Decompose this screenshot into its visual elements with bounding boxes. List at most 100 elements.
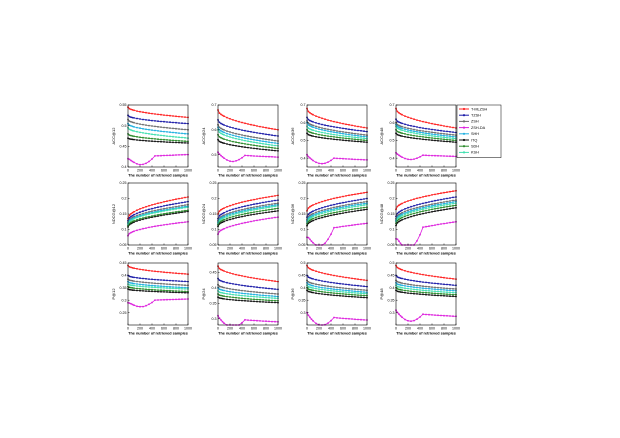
data-point-itq-550 (428, 139, 430, 141)
data-point-shh-550 (250, 293, 252, 296)
data-point-ksh-900 (449, 291, 451, 294)
data-point-zsh-da-100 (312, 241, 314, 244)
data-point-tzsh-25 (128, 216, 131, 219)
data-point-zsh-750 (440, 132, 442, 135)
data-point-t-mlzsh-350 (327, 199, 329, 201)
data-point-itq-550 (160, 290, 162, 293)
data-point-ksh-950 (274, 144, 276, 147)
data-point-zsh-da-300 (324, 162, 326, 165)
y-tick-label: 0.4 (301, 286, 306, 290)
data-point-sdh-300 (235, 296, 237, 299)
data-point-t-mlzsh-700 (169, 114, 171, 117)
data-point-zsh-250 (321, 284, 323, 287)
data-point-ksh-750 (262, 207, 264, 210)
data-point-zsh-da-700 (348, 158, 350, 160)
legend-label-tzsh: TZSH (471, 114, 481, 118)
data-point-tzsh-200 (318, 279, 320, 282)
data-point-itq-950 (184, 142, 186, 144)
data-point-itq-250 (232, 144, 234, 147)
data-point-t-mlzsh-200 (407, 116, 409, 119)
data-point-itq-300 (235, 144, 237, 147)
data-point-tzsh-850 (178, 280, 180, 282)
data-point-sdh-100 (312, 217, 314, 220)
data-point-tzsh-50 (398, 121, 400, 123)
data-point-sdh-900 (271, 146, 273, 149)
data-point-itq-900 (449, 207, 451, 210)
data-point-sdh-150 (226, 295, 228, 298)
data-point-sdh-200 (139, 287, 141, 290)
data-point-t-mlzsh-200 (407, 270, 409, 273)
data-point-sdh-800 (175, 139, 177, 142)
data-point-ksh-200 (229, 214, 231, 217)
y-axis-label: NDCG@12 (111, 203, 116, 224)
data-point-shh-75 (310, 125, 313, 128)
data-point-itq-700 (437, 209, 439, 212)
data-point-t-mlzsh-650 (166, 200, 168, 203)
data-point-zsh-da-800 (354, 318, 356, 321)
x-tick-label: 200 (316, 169, 322, 173)
data-point-sdh-150 (226, 139, 228, 141)
data-point-zsh-da-25 (396, 153, 399, 156)
data-point-sdh-200 (318, 215, 320, 218)
data-point-zsh-da-350 (416, 157, 418, 160)
data-point-tzsh-75 (221, 212, 224, 215)
x-tick-label: 1000 (184, 247, 192, 251)
data-point-sdh-900 (449, 205, 451, 208)
data-point-tzsh-650 (166, 204, 168, 207)
data-point-t-mlzsh-600 (342, 276, 344, 278)
data-point-sdh-900 (449, 293, 451, 296)
data-point-ksh-900 (271, 297, 273, 299)
data-point-ksh-200 (318, 213, 320, 216)
data-point-t-mlzsh-450 (422, 196, 424, 198)
data-point-itq-300 (235, 217, 237, 219)
data-point-t-mlzsh-100 (312, 204, 314, 206)
data-point-sdh-950 (274, 207, 276, 210)
data-point-sdh-400 (241, 142, 243, 145)
data-point-zsh-da-700 (259, 219, 261, 221)
data-point-zsh-da-800 (175, 222, 177, 225)
data-point-shh-800 (175, 131, 177, 134)
data-point-tzsh-400 (241, 129, 243, 132)
data-point-shh-600 (431, 133, 433, 136)
data-point-zsh-da-700 (437, 314, 439, 317)
data-point-zsh-200 (229, 131, 231, 133)
data-point-ksh-150 (404, 213, 406, 216)
data-point-tzsh-25 (218, 214, 221, 217)
data-point-t-mlzsh-400 (241, 275, 243, 277)
data-point-t-mlzsh-150 (226, 271, 228, 273)
data-point-tzsh-700 (259, 286, 261, 289)
data-point-shh-500 (157, 130, 159, 132)
data-point-zsh-75 (221, 286, 224, 289)
data-point-zsh-450 (154, 125, 156, 128)
data-point-sdh-850 (268, 208, 270, 211)
data-point-t-mlzsh-100 (401, 113, 403, 116)
data-point-itq-25 (218, 140, 221, 143)
data-point-zsh-da-400 (241, 156, 243, 159)
data-point-sdh-400 (151, 137, 153, 140)
data-point-t-mlzsh-650 (256, 125, 258, 127)
data-point-sdh-600 (163, 138, 165, 141)
data-point-tzsh-350 (416, 204, 418, 206)
data-point-sdh-300 (324, 134, 326, 137)
data-point-tzsh-400 (419, 203, 421, 206)
data-point-sdh-750 (262, 299, 264, 301)
data-point-zsh-da-300 (145, 162, 147, 165)
data-point-itq-950 (274, 149, 276, 152)
x-tick-label: 200 (227, 247, 233, 251)
data-point-zsh-950 (452, 287, 454, 290)
data-point-t-mlzsh-950 (363, 279, 365, 281)
data-point-itq-250 (232, 217, 234, 220)
plot-frame (127, 262, 189, 326)
data-point-t-mlzsh-950 (452, 126, 454, 129)
data-point-zsh-da-850 (357, 158, 359, 161)
data-point-zsh-50 (220, 127, 222, 130)
data-point-t-mlzsh-250 (232, 273, 234, 275)
data-point-zsh-300 (145, 124, 147, 126)
data-point-shh-800 (265, 294, 267, 297)
x-tick-label: 800 (352, 247, 358, 251)
y-tick-label: 0.45 (120, 145, 127, 149)
data-point-zsh-da-400 (330, 319, 332, 322)
data-point-tzsh-300 (413, 204, 415, 207)
data-point-zsh-da-100 (133, 230, 135, 233)
data-point-sdh-650 (345, 137, 347, 140)
